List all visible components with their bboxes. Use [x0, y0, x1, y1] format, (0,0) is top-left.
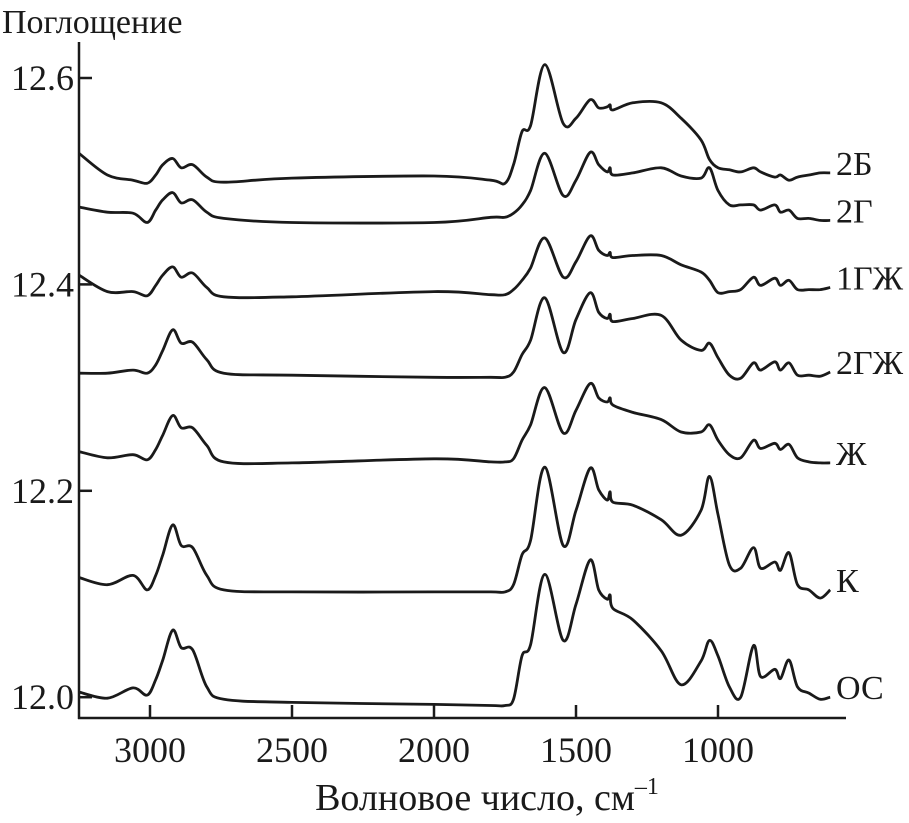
x-tick-label: 2000 [398, 730, 470, 770]
series-line-2Г [78, 150, 831, 225]
y-tick-label: 12.6 [11, 58, 74, 98]
x-tick-label: 2500 [256, 730, 328, 770]
x-axis-label-superscript: –1 [634, 774, 659, 800]
y-tick-label: 12.0 [11, 677, 74, 717]
series-label: ОС [836, 670, 884, 707]
series-line-2Б [78, 63, 831, 186]
series-label: К [836, 563, 859, 600]
x-tick-label: 1500 [540, 730, 612, 770]
x-axis-label: Волновое число, см–1 [315, 774, 659, 819]
series-line-ОС [78, 558, 831, 708]
series-label: 2ГЖ [836, 345, 904, 382]
y-axis-label: Поглощение [2, 4, 183, 41]
series-line-Ж [78, 381, 831, 466]
series-label: Ж [836, 436, 867, 473]
series-label: 2Г [836, 193, 873, 230]
y-tick-label: 12.4 [11, 264, 74, 304]
series-line-1ГЖ [78, 234, 831, 300]
series-label: 1ГЖ [836, 260, 904, 297]
series-line-2ГЖ [78, 291, 831, 381]
x-tick-label: 3000 [114, 730, 186, 770]
series-label: 2Б [836, 146, 873, 183]
series-line-К [78, 465, 832, 600]
x-axis-label-text: Волновое число, см [315, 777, 635, 819]
y-tick-label: 12.2 [11, 471, 74, 511]
x-tick-label: 1000 [682, 730, 754, 770]
